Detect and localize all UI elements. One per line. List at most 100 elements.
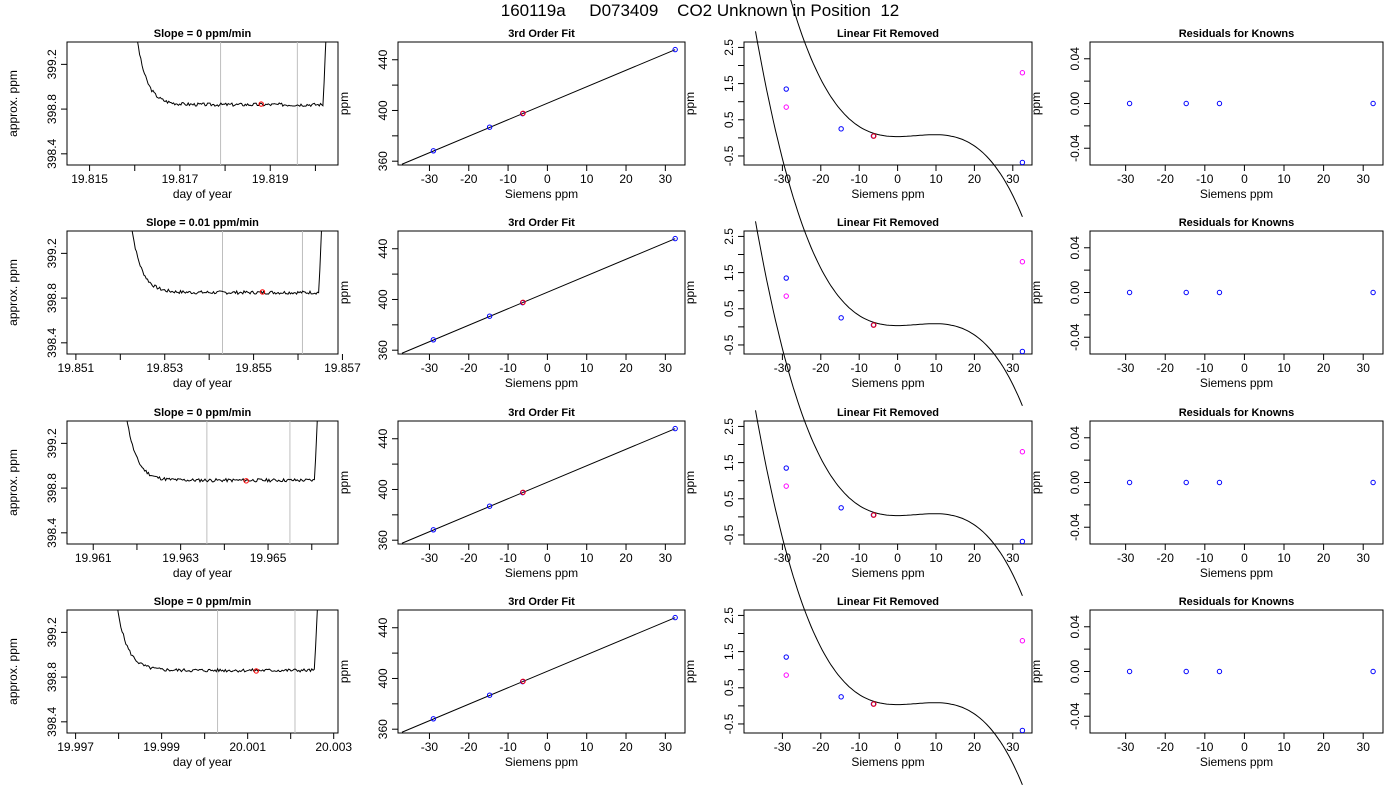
y-tick-label: -0.04 [1068,134,1082,162]
x-tick-label: 10 [929,172,943,186]
plot-frame [397,230,686,355]
x-tick-label: -20 [1157,740,1175,754]
x-tick-label: -20 [812,361,830,375]
x-tick-label: 19.965 [250,551,287,565]
x-tick-label: 30 [659,551,673,565]
x-tick-label: -10 [1196,172,1214,186]
approx-ppm-trace [131,231,322,296]
x-axis-label: day of year [173,376,232,390]
plot-title: 3rd Order Fit [508,28,575,40]
y-tick-label: 399.2 [45,617,59,647]
known-standard-point [1019,538,1026,545]
fit-line [401,49,676,165]
x-tick-label: 10 [929,740,943,754]
y-tick-label: 398.4 [45,138,59,168]
plot-title: Linear Fit Removed [837,217,939,229]
plot-title: Linear Fit Removed [837,407,939,419]
y-tick-label: 398.8 [45,473,59,503]
y-tick-label: -0.5 [722,145,736,166]
y-tick-label: 398.8 [45,94,59,124]
magenta-point [783,293,789,299]
x-tick-label: 19.963 [162,551,199,565]
y-tick-label: 0.00 [1068,280,1082,304]
sample-marker [243,478,249,484]
x-tick-label: 30 [1357,740,1371,754]
fit-panel-row-2: 3rd Order Fit Siemens ppm ppm -30 -20 -10 0 10 2… [337,407,686,580]
y-tick-label: 398.4 [45,706,59,736]
y-tick-label: 0.04 [1068,47,1082,71]
y-axis-label: ppm [683,471,697,494]
x-tick-label: 10 [580,740,594,754]
x-tick-label: 20 [1317,172,1331,186]
magenta-point [783,672,789,678]
plot-frame [743,420,1033,545]
y-tick-label: 0.04 [1068,426,1082,450]
y-axis-label: approx. ppm [6,70,20,137]
y-tick-label: 0.00 [1068,470,1082,494]
plot-title: 3rd Order Fit [508,217,575,229]
unknown-sample-point [871,322,877,328]
y-tick-label: -0.5 [722,334,736,355]
x-axis-label: day of year [173,566,232,580]
x-tick-label: 0 [1241,361,1248,375]
plot-frame [397,609,686,734]
x-tick-label: -10 [851,172,869,186]
known-standard-point [430,337,437,343]
approx-panel-row-1: Slope = 0.01 ppm/min day of year approx. p… [6,217,361,390]
known-standard-point [430,527,437,533]
x-tick-label: 0 [544,740,551,754]
x-tick-label: -30 [1117,172,1135,186]
y-tick-label: 1.5 [722,264,736,281]
y-tick-label: 440 [376,617,390,637]
known-standard-point [1183,289,1189,296]
known-standard-point [486,503,493,509]
y-axis-label: ppm [337,281,351,304]
plot-frame [66,609,339,734]
x-tick-label: 0 [894,172,901,186]
x-tick-label: -30 [1117,551,1135,565]
y-tick-label: 398.4 [45,327,59,357]
known-standard-point [1126,668,1133,675]
plot-title: Slope = 0.01 ppm/min [146,217,259,229]
y-axis-label: ppm [1029,281,1043,304]
known-standard-point [1126,479,1133,486]
x-tick-label: -10 [499,361,517,375]
plot-frame [66,420,339,545]
y-tick-label: -0.04 [1068,702,1082,730]
known-standard-point [783,275,789,281]
x-tick-label: -10 [499,740,517,754]
y-tick-label: -0.5 [722,713,736,734]
x-tick-label: 30 [659,172,673,186]
known-standard-point [430,716,437,722]
y-tick-label: 2.5 [722,228,736,245]
plot-frame [743,41,1033,166]
x-tick-label: 19.819 [252,172,289,186]
y-tick-label: 400 [376,100,390,120]
x-tick-label: -30 [1117,740,1135,754]
x-tick-label: 0 [1241,551,1248,565]
y-tick-label: 1.5 [722,454,736,471]
magenta-point [783,104,789,110]
x-axis-label: day of year [173,755,232,769]
plot-title: Linear Fit Removed [837,596,939,608]
y-tick-label: 2.5 [722,39,736,56]
fit-panel-row-0: 3rd Order Fit Siemens ppm ppm -30 -20 -10 0 10 2… [337,28,686,201]
y-tick-label: 398.8 [45,283,59,313]
y-tick-label: 0.00 [1068,659,1082,683]
x-tick-label: 10 [929,551,943,565]
cubic-residual-curve [790,0,1023,217]
plot-frame [397,41,686,166]
known-standard-point [1370,289,1376,296]
x-tick-label: 20 [968,551,982,565]
magenta-point [1019,638,1026,644]
x-axis-label: Siemens ppm [1200,755,1273,769]
known-standard-point [1370,100,1376,107]
plot-frame [66,230,339,355]
x-tick-label: 20 [619,551,633,565]
approx-panel-row-2: Slope = 0 ppm/min day of year approx. ppm 1… [6,407,339,580]
unknown-sample-point [871,512,877,518]
x-tick-label: -20 [460,172,478,186]
x-tick-label: 10 [580,551,594,565]
resid-panel-row-1: Residuals for Knowns Siemens ppm ppm -30 -20… [1029,217,1384,390]
y-axis-label: ppm [1029,660,1043,683]
